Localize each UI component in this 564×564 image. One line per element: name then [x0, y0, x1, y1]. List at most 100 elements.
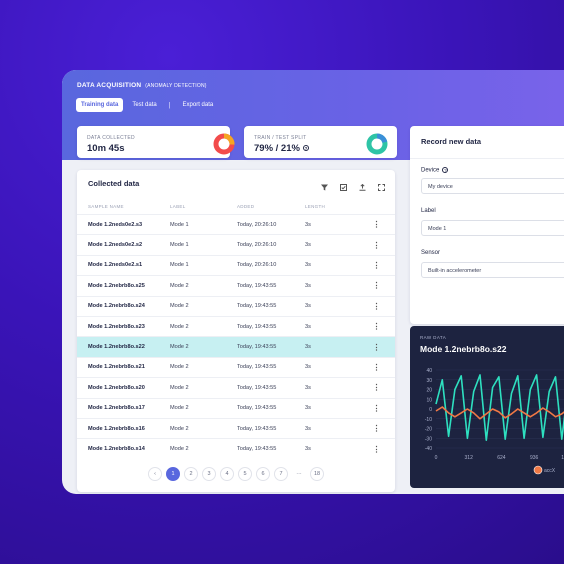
donut-icon	[213, 133, 235, 155]
row-menu-icon[interactable]: ⋮	[358, 295, 395, 317]
collected-data-title: Collected data	[88, 179, 140, 188]
sample-name-cell: Mode 1.2nebrb8o.s17	[77, 397, 170, 419]
table-row[interactable]: Mode 1.2nebrb8o.s14 Mode 2 Today, 19:43:55…	[77, 438, 395, 460]
added-cell: Today, 20:26:10	[237, 234, 305, 256]
sample-name-cell: Mode 1.2nebrb8o.s21	[77, 356, 170, 378]
sample-name-cell: Mode 1.2neds0e2.s1	[77, 254, 170, 276]
row-menu-icon[interactable]: ⋮	[358, 417, 395, 439]
col-length[interactable]: LENGTH	[305, 204, 326, 209]
length-cell: 3s	[305, 254, 358, 276]
upload-icon[interactable]	[359, 178, 366, 191]
sample-name-cell: Mode 1.2neds0e2.s3	[77, 213, 170, 235]
row-menu-icon[interactable]: ⋮	[358, 213, 395, 235]
y-tick-label: 20	[426, 388, 432, 394]
row-menu-icon[interactable]: ⋮	[358, 254, 395, 276]
record-new-data-panel: Record new data Device? My device Label …	[410, 126, 564, 324]
length-cell: 3s	[305, 315, 358, 337]
series-line	[435, 374, 564, 441]
added-cell: Today, 20:26:10	[237, 213, 305, 235]
row-menu-icon[interactable]: ⋮	[358, 438, 395, 460]
col-actions	[358, 200, 395, 215]
added-cell: Today, 19:43:55	[237, 356, 305, 378]
row-menu-icon[interactable]: ⋮	[358, 397, 395, 419]
label-cell: Mode 1	[170, 254, 237, 276]
device-label: Device?	[421, 167, 449, 174]
sample-name-cell: Mode 1.2nebrb8o.s22	[77, 336, 170, 358]
page-title-text: DATA ACQUISITION	[77, 82, 142, 89]
page-title: DATA ACQUISITION (ANOMALY DETECTION)	[77, 82, 207, 89]
page-button[interactable]: 5	[238, 467, 252, 481]
help-icon[interactable]: ?	[442, 167, 449, 173]
label-cell: Mode 2	[170, 295, 237, 317]
col-sample-name[interactable]: SAMPLE NAME	[88, 204, 124, 209]
page-button[interactable]: 1	[166, 467, 180, 481]
split-donut-icon	[366, 133, 388, 155]
page-button[interactable]: 3	[202, 467, 216, 481]
col-added[interactable]: ADDED	[237, 204, 255, 209]
table-header: SAMPLE NAME LABEL ADDED LENGTH	[77, 200, 395, 215]
page-button[interactable]: 4	[220, 467, 234, 481]
table-row[interactable]: Mode 1.2nebrb8o.s21 Mode 2 Today, 19:43:55…	[77, 356, 395, 378]
sample-name-cell: Mode 1.2neds0e2.s2	[77, 234, 170, 256]
sample-name-cell: Mode 1.2nebrb8o.s16	[77, 417, 170, 439]
added-cell: Today, 19:43:55	[237, 315, 305, 337]
page-button[interactable]: 2	[184, 467, 198, 481]
added-cell: Today, 19:43:55	[237, 336, 305, 358]
row-menu-icon[interactable]: ⋮	[358, 356, 395, 378]
table-row[interactable]: Mode 1.2nebrb8o.s16 Mode 2 Today, 19:43:55…	[77, 417, 395, 439]
prev-page-button[interactable]: ‹	[148, 467, 162, 481]
y-tick-label: -20	[425, 427, 432, 433]
row-menu-icon[interactable]: ⋮	[358, 275, 395, 297]
row-menu-icon[interactable]: ⋮	[358, 377, 395, 399]
table-row[interactable]: Mode 1.2nebrb8o.s20 Mode 2 Today, 19:43:55…	[77, 377, 395, 399]
added-cell: Today, 19:43:55	[237, 377, 305, 399]
pagination: ‹ 1 2 3 4 5 6 7 ··· 18	[77, 467, 395, 481]
y-tick-label: 0	[429, 407, 432, 413]
length-cell: 3s	[305, 234, 358, 256]
label-field-label: Label	[421, 208, 436, 214]
y-tick-label: 10	[426, 397, 432, 403]
tab-training-data[interactable]: Training data	[76, 98, 124, 112]
table-row[interactable]: Mode 1.2nebrb8o.s22 Mode 2 Today, 19:43:55…	[77, 336, 395, 358]
sample-name-cell: Mode 1.2nebrb8o.s20	[77, 377, 170, 399]
label-cell: Mode 1	[170, 213, 237, 235]
row-menu-icon[interactable]: ⋮	[358, 336, 395, 358]
table-row[interactable]: Mode 1.2neds0e2.s2 Mode 1 Today, 20:26:10 3…	[77, 234, 395, 256]
page-button[interactable]: 7	[274, 467, 288, 481]
page-button[interactable]: 18	[310, 467, 324, 481]
tab-test-data[interactable]: Test data	[132, 102, 157, 108]
label-cell: Mode 2	[170, 438, 237, 460]
table-row[interactable]: Mode 1.2nebrb8o.s17 Mode 2 Today, 19:43:55…	[77, 397, 395, 419]
table-row[interactable]: Mode 1.2neds0e2.s1 Mode 1 Today, 20:26:10 3…	[77, 254, 395, 276]
label-input[interactable]: Mode 1	[421, 220, 564, 236]
table-row[interactable]: Mode 1.2nebrb8o.s24 Mode 2 Today, 19:43:55…	[77, 295, 395, 317]
row-menu-icon[interactable]: ⋮	[358, 315, 395, 337]
y-tick-label: -30	[425, 436, 432, 442]
col-label[interactable]: LABEL	[170, 204, 186, 209]
expand-icon[interactable]	[378, 178, 385, 191]
length-cell: 3s	[305, 417, 358, 439]
info-icon[interactable]: ?	[302, 145, 309, 152]
page-subtitle: (ANOMALY DETECTION)	[145, 83, 207, 89]
filter-icon[interactable]	[321, 178, 328, 191]
sensor-select[interactable]: Built-in accelerometer	[421, 262, 564, 278]
label-cell: Mode 2	[170, 336, 237, 358]
device-select[interactable]: My device	[421, 178, 564, 194]
sample-name-cell: Mode 1.2nebrb8o.s25	[77, 275, 170, 297]
record-title: Record new data	[421, 137, 482, 146]
tab-export-data[interactable]: Export data	[182, 102, 214, 108]
select-icon[interactable]	[340, 178, 347, 191]
length-cell: 3s	[305, 275, 358, 297]
page-button[interactable]: 6	[256, 467, 270, 481]
tab-bar: Training data Test data | Export data	[76, 98, 218, 112]
table-row[interactable]: Mode 1.2nebrb8o.s23 Mode 2 Today, 19:43:55…	[77, 315, 395, 337]
raw-data-label: RAW DATA	[420, 335, 447, 340]
length-cell: 3s	[305, 438, 358, 460]
added-cell: Today, 19:43:55	[237, 417, 305, 439]
table-row[interactable]: Mode 1.2neds0e2.s3 Mode 1 Today, 20:26:10 3…	[77, 213, 395, 235]
table-row[interactable]: Mode 1.2nebrb8o.s25 Mode 2 Today, 19:43:55…	[77, 275, 395, 297]
length-cell: 3s	[305, 336, 358, 358]
table-toolbar	[321, 178, 385, 191]
split-value-text: 79% / 21%	[254, 143, 300, 154]
row-menu-icon[interactable]: ⋮	[358, 234, 395, 256]
